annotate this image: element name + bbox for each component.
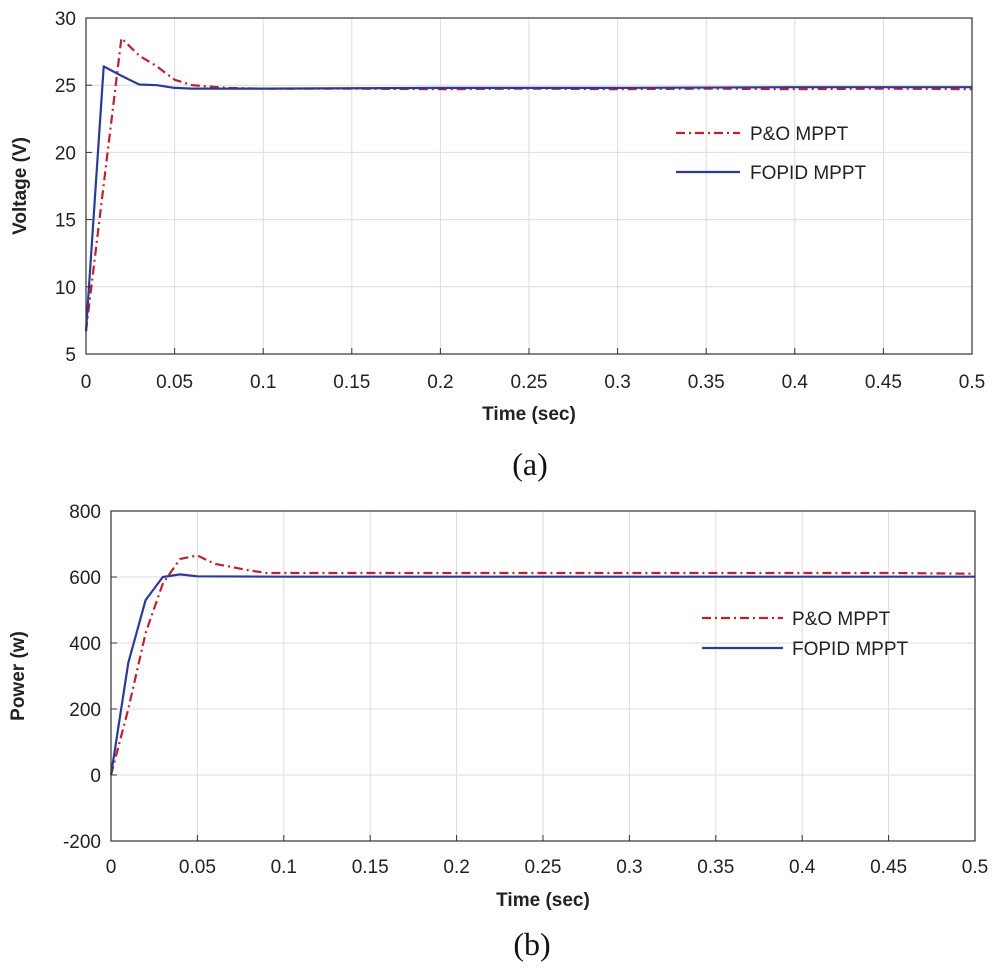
x-tick-label: 0.25 <box>525 857 562 878</box>
x-tick-label: 0.2 <box>427 372 453 393</box>
x-tick-label: 0.45 <box>870 857 907 878</box>
x-tick-label: 0.35 <box>688 372 725 393</box>
y-tick-label: 30 <box>55 9 76 30</box>
legend-label: FOPID MPPT <box>792 639 909 660</box>
subfigure-caption: (b) <box>513 926 550 962</box>
legend-label: P&O MPPT <box>792 609 891 630</box>
power-chart: 0 0.05 0.1 0.15 0.2 0.25 0.3 0.35 0.4 0.45 0.5 -200… <box>8 502 988 962</box>
legend-label: P&O MPPT <box>750 124 849 145</box>
x-tick-label: 0.4 <box>782 372 809 393</box>
series-line-p-and-o-mppt <box>109 554 976 776</box>
y-tick-label: 25 <box>55 76 76 97</box>
legend-label: FOPID MPPT <box>750 163 867 184</box>
x-tick-label: 0.5 <box>959 372 985 393</box>
x-tick-label: 0.15 <box>333 372 370 393</box>
x-tick-label: 0 <box>106 857 117 878</box>
y-tick-label: 20 <box>55 143 76 164</box>
y-tick-label: 600 <box>69 568 101 589</box>
x-tick-label: 0.15 <box>352 857 389 878</box>
x-tick-label: 0.3 <box>616 857 642 878</box>
y-tick-label: 200 <box>69 700 101 721</box>
y-axis-label: Power (w) <box>8 631 29 721</box>
x-tick-label: 0.1 <box>271 857 297 878</box>
y-tick-label: 400 <box>69 634 101 655</box>
x-tick-label: 0.4 <box>789 857 816 878</box>
x-tick-label: 0.25 <box>511 372 548 393</box>
y-tick-label: 15 <box>55 211 76 232</box>
y-tick-label: 800 <box>69 502 101 523</box>
x-tick-label: 0.45 <box>865 372 902 393</box>
x-tick-label: 0.5 <box>962 857 988 878</box>
y-tick-label: 5 <box>65 345 76 366</box>
y-tick-label: -200 <box>63 832 101 853</box>
legend: P&O MPPT FOPID MPPT <box>702 609 909 660</box>
x-tick-label: 0.1 <box>250 372 276 393</box>
series-line-fopid-mppt <box>84 65 972 332</box>
x-tick-label: 0.05 <box>179 857 216 878</box>
voltage-chart: 0 0.05 0.1 0.15 0.2 0.25 0.3 0.35 0.4 0.45 0.5 5 10 1… <box>10 9 985 482</box>
x-tick-label: 0.2 <box>443 857 469 878</box>
x-tick-label: 0 <box>81 372 92 393</box>
series-line-fopid-mppt <box>109 573 975 776</box>
y-tick-label: 0 <box>90 766 101 787</box>
x-tick-label: 0.3 <box>604 372 630 393</box>
x-tick-label: 0.35 <box>697 857 734 878</box>
subfigure-caption: (a) <box>512 446 548 482</box>
x-axis-label: Time (sec) <box>496 890 590 911</box>
y-axis-label: Voltage (V) <box>10 137 31 235</box>
y-tick-label: 10 <box>55 278 76 299</box>
x-tick-label: 0.05 <box>156 372 193 393</box>
x-axis-label: Time (sec) <box>482 404 576 425</box>
legend: P&O MPPT FOPID MPPT <box>676 124 867 184</box>
